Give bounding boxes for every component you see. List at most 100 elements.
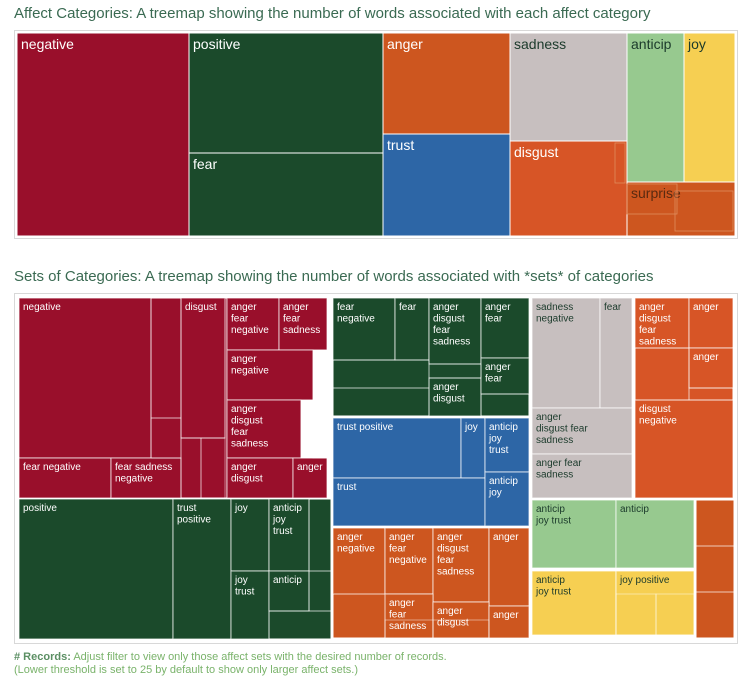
set-cell-label: joy <box>234 575 248 586</box>
set-cell-label: negative <box>337 544 375 555</box>
affect-subcell-outline[interactable] <box>626 183 678 215</box>
affect-subcell-outline[interactable] <box>674 190 734 232</box>
set-cell-label: anticip <box>273 575 302 586</box>
set-cell[interactable] <box>332 527 386 595</box>
set-cell[interactable] <box>332 477 486 527</box>
set-cell[interactable] <box>332 297 396 361</box>
set-cell[interactable] <box>484 417 530 473</box>
set-subcell-outline[interactable] <box>634 347 690 401</box>
set-subcell-outline[interactable] <box>428 363 482 379</box>
records-threshold-note: (Lower threshold is set to 25 by default… <box>14 664 359 676</box>
set-cell-label: negative <box>23 302 61 313</box>
set-cell-label: negative <box>639 416 677 427</box>
set-cell[interactable] <box>230 498 270 572</box>
set-cell-label: fear negative <box>23 462 81 473</box>
affect-cell-joy[interactable] <box>683 32 736 183</box>
set-subcell-outline[interactable] <box>268 610 332 640</box>
set-cell[interactable] <box>230 570 270 640</box>
set-cell-label: anticip <box>273 503 302 514</box>
set-cell[interactable] <box>480 297 530 359</box>
set-cell[interactable] <box>428 297 482 365</box>
set-cell-label: fear <box>337 302 355 313</box>
affect-treemap: negative positive fear anger trust sadness dis… <box>16 32 736 237</box>
set-cell-label: joy <box>464 422 478 433</box>
affect-label-positive: positive <box>193 36 241 52</box>
affect-cell-disgust[interactable] <box>509 140 628 237</box>
records-label: # Records: <box>14 651 71 663</box>
set-group-surprise[interactable] <box>695 499 735 639</box>
set-subcell-outline[interactable] <box>480 393 530 417</box>
set-cell-label: joy positive <box>619 575 670 586</box>
affect-cell-positive[interactable] <box>188 32 384 154</box>
set-cell[interactable] <box>531 499 617 569</box>
set-cell-label: fear <box>389 544 407 555</box>
set-cell[interactable] <box>226 457 294 499</box>
set-cell-label: joy <box>488 488 502 499</box>
set-cell[interactable] <box>384 593 434 639</box>
affect-subcell-outline[interactable] <box>614 142 626 184</box>
set-cell-label: anger <box>693 302 719 313</box>
set-cell-label: anger <box>231 302 257 313</box>
set-cell[interactable] <box>226 349 314 401</box>
set-subcell-outline[interactable] <box>300 399 314 459</box>
set-cell[interactable] <box>226 297 280 351</box>
set-cell-label: anticip <box>536 575 565 586</box>
set-cell[interactable] <box>480 357 530 395</box>
set-cell-label: fear <box>231 314 249 325</box>
set-cell[interactable] <box>18 297 152 459</box>
affect-cell-anger[interactable] <box>382 32 511 135</box>
affect-cell-negative[interactable] <box>16 32 190 237</box>
set-cell-label: anger <box>639 302 665 313</box>
set-cell-label: joy trust <box>535 516 571 527</box>
set-cell[interactable] <box>384 527 434 595</box>
set-cell-label: anger <box>437 532 463 543</box>
records-filter-note: # Records: Adjust filter to view only th… <box>14 651 447 677</box>
set-cell-label: disgust <box>437 544 469 555</box>
affect-label-sadness: sadness <box>514 36 566 52</box>
set-subcell-outline[interactable] <box>432 619 490 639</box>
set-cell[interactable] <box>634 297 690 349</box>
affect-cell-fear[interactable] <box>188 152 384 237</box>
set-cell-label: anger <box>493 532 519 543</box>
affect-label-joy: joy <box>687 36 706 52</box>
set-cell[interactable] <box>180 297 226 439</box>
set-cell[interactable] <box>531 453 633 499</box>
set-subcell-outline[interactable] <box>655 593 695 636</box>
affect-cell-anticip[interactable] <box>626 32 685 183</box>
set-cell-label: sadness <box>389 621 426 632</box>
set-cell[interactable] <box>531 407 633 455</box>
set-cell-label: negative <box>115 474 153 485</box>
set-cell[interactable] <box>599 297 633 409</box>
set-cell-label: joy <box>488 434 502 445</box>
set-cell-label: fear <box>283 314 301 325</box>
set-cell-label: sadness <box>437 567 474 578</box>
set-cell-label: sadness <box>639 337 676 348</box>
set-subcell-outline[interactable] <box>312 399 328 459</box>
set-cell-label: positive <box>177 515 211 526</box>
set-cell[interactable] <box>531 297 601 409</box>
set-cell-label: anticip <box>620 504 649 515</box>
set-subcell-outline[interactable] <box>312 349 328 459</box>
set-cell[interactable] <box>18 498 174 640</box>
set-cell[interactable] <box>634 399 734 499</box>
set-cell[interactable] <box>332 417 462 479</box>
affect-cell-sadness[interactable] <box>509 32 628 142</box>
set-cell-label: anger <box>437 606 463 617</box>
set-subcell-outline[interactable] <box>688 387 734 401</box>
set-cell[interactable] <box>615 499 695 569</box>
set-cell[interactable] <box>172 498 232 640</box>
set-cell-label: fear <box>485 314 503 325</box>
set-cell[interactable] <box>484 471 530 527</box>
set-cell[interactable] <box>278 297 328 351</box>
set-subcell-outline[interactable] <box>332 387 430 417</box>
set-cell-label: negative <box>536 314 574 325</box>
set-cell[interactable] <box>488 605 530 639</box>
set-cell[interactable] <box>268 570 310 612</box>
affect-cell-trust[interactable] <box>382 133 511 237</box>
set-cell-label: anticip <box>489 476 518 487</box>
set-subcell-outline[interactable] <box>200 437 226 499</box>
set-cell-label: disgust fear <box>536 424 588 435</box>
set-cell[interactable] <box>268 498 310 572</box>
set-cell[interactable] <box>688 347 734 389</box>
set-subcell-outline[interactable] <box>695 591 735 639</box>
